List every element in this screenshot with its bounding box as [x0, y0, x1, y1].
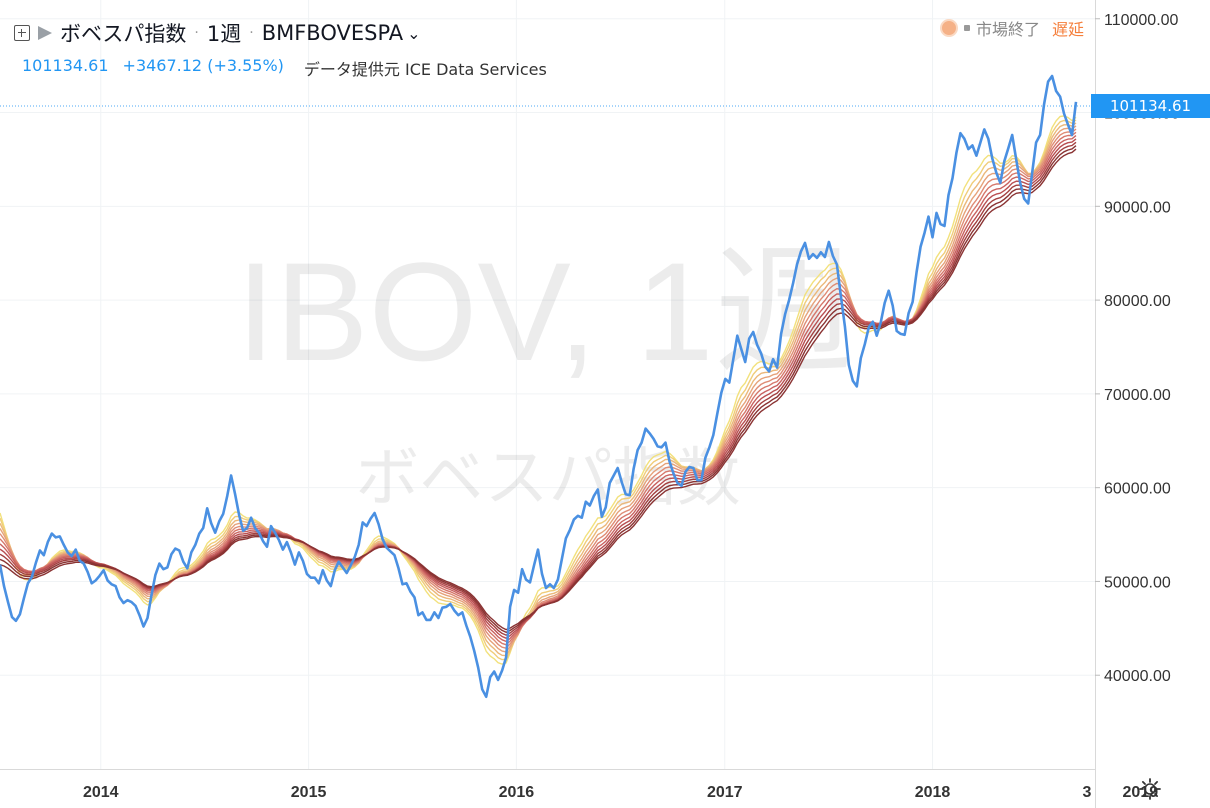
time-tick-label: 2017 [707, 784, 743, 801]
exchange-label[interactable]: BMFBOVESPA [261, 21, 404, 45]
delay-label[interactable]: 遅延 [1051, 20, 1084, 39]
separator-dot: · [194, 25, 199, 41]
price-tick-label: 80000.00 [1104, 293, 1171, 310]
price-change: +3467.12 (+3.55%) [123, 56, 284, 80]
status-dot-icon [963, 25, 970, 31]
price-tick-label: 70000.00 [1104, 387, 1171, 404]
price-tick-label: 90000.00 [1104, 199, 1171, 216]
price-series[interactable] [0, 74, 1078, 699]
ma-ribbon [0, 115, 1077, 665]
watermark-symbol: IBOV, 1週 [236, 233, 853, 390]
price-tick-label: 50000.00 [1104, 574, 1171, 591]
change-abs: +3467.12 [122, 56, 203, 75]
time-tick-label: 2018 [915, 784, 951, 801]
symbol-title[interactable]: ボベスパ指数 [60, 22, 187, 46]
change-pct: (+3.55%) [207, 56, 284, 75]
time-tick-label: 2016 [499, 784, 535, 801]
price-tick-label: 40000.00 [1104, 668, 1171, 685]
market-status[interactable]: 市場終了 遅延 [939, 16, 1084, 40]
separator-dot-2: · [249, 25, 254, 41]
data-provider: データ提供元 ICE Data Services [303, 60, 547, 79]
time-tick-label: 2015 [291, 784, 327, 801]
market-status-icon [939, 19, 958, 37]
price-line[interactable] [0, 74, 1078, 699]
time-tick-label: 2014 [83, 784, 119, 801]
last-price: 101134.61 [22, 56, 109, 75]
last-price-tag: 101134.61 [1091, 94, 1210, 118]
plus-square-icon[interactable] [14, 25, 30, 41]
flag-icon[interactable] [38, 26, 52, 40]
price-tick-label: 60000.00 [1104, 481, 1171, 498]
interval-label[interactable]: 1週 [206, 22, 242, 46]
market-closed-label: 市場終了 [975, 20, 1040, 39]
watermark: IBOV, 1週 ボベスパ指数 [236, 233, 853, 516]
price-tick-label: 110000.00 [1104, 12, 1179, 29]
quote-line: 101134.61 +3467.12 (+3.55%) データ提供元 ICE D… [22, 56, 547, 80]
symbol-header: ボベスパ指数 · 1週 · BMFBOVESPA ⌄ [14, 16, 421, 50]
chevron-down-icon[interactable]: ⌄ [407, 23, 421, 43]
grid [0, 0, 1095, 769]
time-tick-label: 3 [1083, 784, 1092, 801]
gear-icon[interactable] [1138, 777, 1162, 801]
